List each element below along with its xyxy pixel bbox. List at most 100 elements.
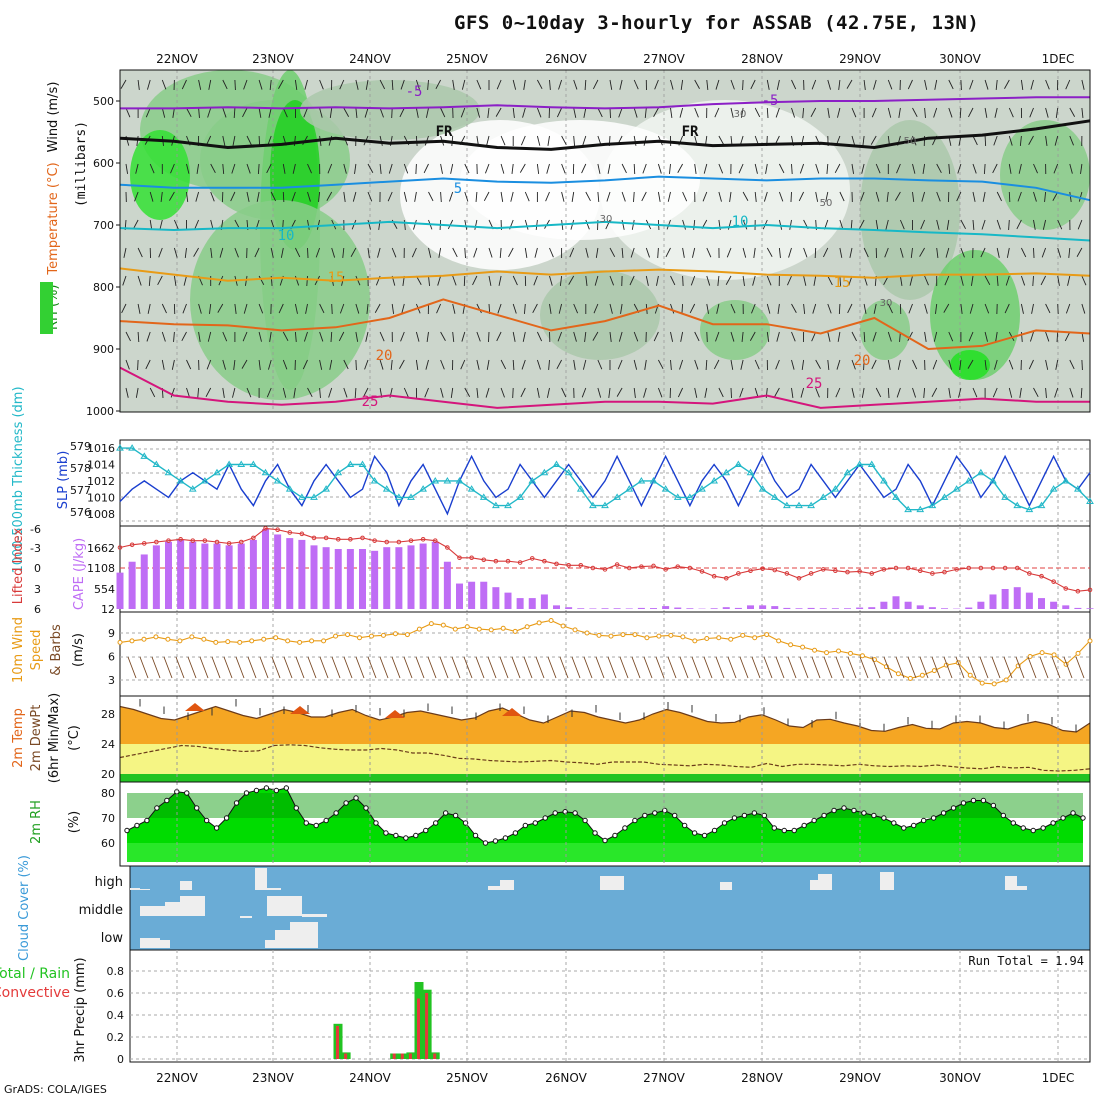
thickness-marker: [188, 485, 197, 492]
wind-barb-10m: [619, 656, 629, 679]
rh-marker: [891, 820, 897, 826]
wind-barb: [424, 387, 429, 398]
wind-barb-10m: [631, 656, 641, 679]
wind-barb: [536, 135, 541, 146]
wind-barb: [401, 303, 405, 314]
cape-axis-label: CAPE (J/kg): [72, 538, 87, 610]
wind-barb-10m: [1051, 656, 1061, 679]
wind-barb: [137, 331, 140, 343]
li-marker: [784, 571, 790, 576]
slp-tick-label: 1008: [87, 508, 115, 521]
wind-barb: [1045, 331, 1050, 342]
wind-barb: [537, 79, 543, 90]
li-marker: [905, 565, 911, 571]
cape-bar: [1013, 587, 1021, 609]
cape-bar: [904, 601, 912, 609]
li-marker: [942, 569, 947, 575]
wind-barb: [436, 303, 442, 314]
wind-barb: [984, 303, 990, 314]
wind-barb: [125, 107, 131, 118]
li-marker: [1087, 587, 1093, 593]
wind-barb: [969, 303, 974, 314]
wind-barb: [147, 303, 151, 314]
wind-barb-10m: [727, 656, 737, 679]
wind-barb: [933, 107, 938, 118]
li-marker: [833, 568, 838, 574]
wind-barb: [644, 107, 647, 118]
wind-barb-10m: [595, 656, 605, 679]
wind-barb: [863, 79, 866, 90]
wind-barb: [536, 359, 541, 370]
wind-barb: [1018, 163, 1022, 174]
wind-barb: [256, 191, 260, 202]
wind-barb: [558, 303, 563, 314]
wind-barb: [145, 359, 151, 370]
wind-barb: [1004, 303, 1010, 314]
wind-barb: [450, 163, 454, 174]
thickness-marker: [273, 476, 282, 484]
wind-marker: [297, 639, 303, 645]
wind-barb: [887, 387, 890, 399]
precip-convective-bar: [417, 998, 420, 1059]
wind-barb: [329, 359, 333, 370]
cape-bar: [1086, 608, 1094, 609]
rh-marker: [1010, 820, 1016, 826]
wind-barb: [425, 359, 429, 370]
wind-barb-10m: [1063, 656, 1073, 679]
wind-barb: [713, 359, 720, 370]
wind-barb: [499, 247, 502, 259]
cloud-fraction-bar: [302, 914, 327, 917]
cape-bar: [528, 598, 536, 609]
temp-axis-label-4: (°C): [67, 725, 82, 751]
wind-barb: [585, 191, 591, 202]
wind-barb: [377, 247, 381, 258]
rh-marker: [970, 797, 977, 804]
wind-barb: [960, 303, 963, 314]
wind-barb: [148, 275, 151, 287]
wind-barb: [703, 163, 708, 174]
wind-barb: [984, 107, 988, 118]
wind-barb: [137, 359, 139, 371]
wind-barb: [379, 79, 386, 90]
wind-barb: [642, 163, 647, 174]
rh-marker: [512, 830, 519, 836]
wind-barb: [740, 107, 744, 118]
wind-barb: [851, 331, 857, 342]
wind-barb-10m: [355, 656, 365, 679]
wind-barb: [827, 331, 831, 342]
wind-barb: [476, 79, 482, 90]
wind-barb: [413, 219, 417, 230]
cloud-fraction-bar: [600, 876, 624, 890]
wind-barb: [936, 219, 940, 230]
wind-barb: [258, 359, 261, 370]
wind-barb: [1045, 107, 1049, 118]
wind-barb: [365, 331, 369, 342]
wind-barb: [594, 275, 599, 286]
li-marker: [542, 558, 547, 564]
wind-barb: [161, 331, 166, 342]
wind-barb: [702, 191, 708, 202]
wind-barb: [730, 359, 734, 370]
cloud-fraction-bar: [255, 868, 267, 890]
cloud-fraction-bar: [1017, 886, 1027, 890]
rh-marker: [442, 810, 449, 816]
wind-barb: [584, 331, 587, 342]
rh-tick-label: 80: [101, 787, 115, 800]
wind-barb: [205, 387, 212, 398]
cloud-fraction-bar: [1005, 876, 1017, 890]
wind-barb: [379, 107, 384, 118]
wind-barb: [234, 79, 236, 91]
wind-marker: [261, 636, 267, 642]
cloud-fraction-bar: [150, 940, 170, 948]
wind-barb: [343, 107, 350, 117]
wind-axis-label-2: Speed: [29, 630, 44, 671]
li-marker: [408, 538, 414, 543]
thickness-marker: [928, 501, 937, 509]
wind-barb: [415, 359, 419, 370]
cape-bar: [165, 541, 172, 609]
thickness-marker: [394, 493, 403, 500]
cape-bar: [1074, 607, 1082, 609]
thickness-tick-label: 577: [70, 484, 91, 497]
date-label-top: 28NOV: [741, 52, 783, 66]
rh-contour-label: 30: [734, 109, 747, 120]
